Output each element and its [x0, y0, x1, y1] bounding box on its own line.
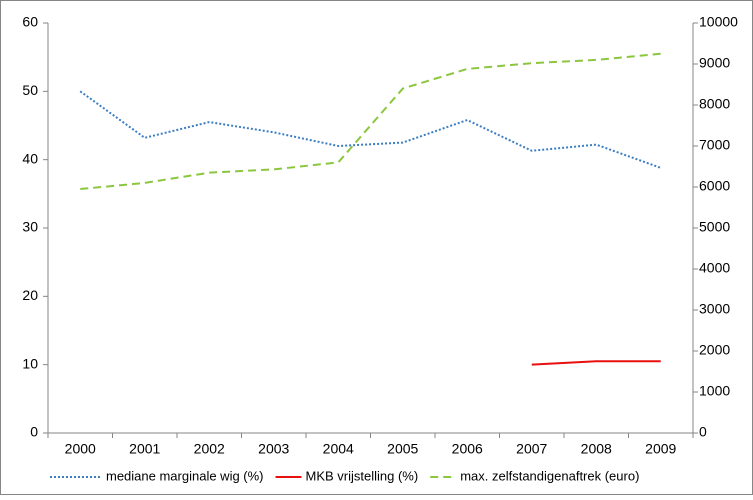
y-tick-label: 0: [30, 424, 38, 440]
legend-label: max. zelfstandigenaftrek (euro): [460, 468, 639, 483]
x-tick-label: 2007: [516, 441, 547, 457]
y2-tick-label: 2000: [699, 342, 730, 358]
y2-tick-label: 8000: [699, 96, 730, 112]
y2-tick-label: 3000: [699, 301, 730, 317]
y2-tick-label: 9000: [699, 55, 730, 71]
x-tick-label: 2005: [387, 441, 418, 457]
y2-tick-label: 6000: [699, 178, 730, 194]
x-tick-label: 2002: [194, 441, 225, 457]
y-tick-label: 10: [22, 355, 38, 371]
x-tick-label: 2003: [258, 441, 289, 457]
legend-label: MKB vrijstelling (%): [306, 468, 419, 483]
series-line: [79, 90, 662, 169]
y2-tick-label: 7000: [699, 137, 730, 153]
y-tick-label: 50: [22, 82, 38, 98]
y-tick-label: 60: [22, 14, 38, 30]
x-tick-label: 2009: [645, 441, 676, 457]
y2-tick-label: 0: [699, 424, 707, 440]
x-tick-label: 2004: [323, 441, 354, 457]
x-tick-label: 2008: [581, 441, 612, 457]
y2-tick-label: 10000: [699, 14, 738, 30]
x-tick-label: 2001: [129, 441, 160, 457]
y2-tick-label: 4000: [699, 260, 730, 276]
x-tick-label: 2006: [452, 441, 483, 457]
y-tick-label: 40: [22, 150, 38, 166]
y2-tick-label: 1000: [699, 383, 730, 399]
legend-label: mediane marginale wig (%): [106, 468, 264, 483]
y-tick-label: 20: [22, 287, 38, 303]
y-tick-label: 30: [22, 219, 38, 235]
series-line: [80, 52, 661, 191]
series-line: [531, 360, 661, 366]
x-tick-label: 2000: [65, 441, 96, 457]
y2-tick-label: 5000: [699, 219, 730, 235]
